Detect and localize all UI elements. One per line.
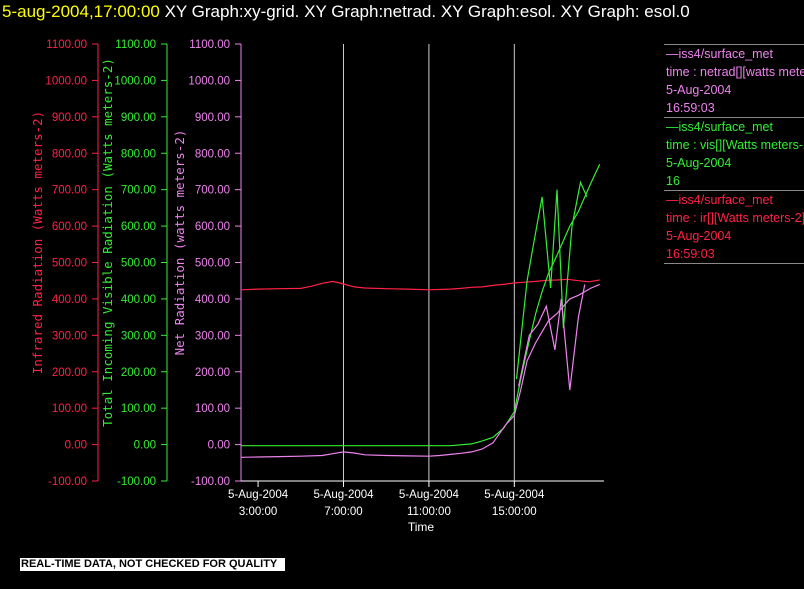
y-tick-label: 0.00 [134, 440, 156, 452]
series-vis [241, 163, 601, 447]
y-tick-label: 200.00 [52, 367, 87, 379]
y-tick-label: 800.00 [121, 148, 156, 160]
legend-date: 5-Aug-2004 [666, 229, 732, 243]
x-tick-time: 7:00:00 [324, 506, 362, 518]
legend-date: 5-Aug-2004 [666, 156, 732, 170]
y-tick-label: 700.00 [52, 185, 87, 197]
x-tick-time: 3:00:00 [239, 506, 277, 518]
y-tick-label: 1000.00 [45, 75, 87, 87]
legend-time: 16 [666, 174, 680, 188]
y-axis-label: Infrared Radiation (Watts meters-2) [30, 111, 45, 374]
legend-name: —iss4/surface_met [666, 120, 773, 134]
legend-desc: time : vis[][Watts meters-2] [666, 138, 804, 152]
legend-desc: time : ir[][Watts meters-2] [666, 211, 804, 225]
y-tick-label: 500.00 [195, 258, 230, 270]
y-tick-label: 900.00 [195, 112, 230, 124]
x-axis-label: Time [408, 520, 435, 534]
y-tick-label: 700.00 [121, 185, 156, 197]
y-tick-label: 800.00 [195, 148, 230, 160]
chart-title: 5-aug-2004,17:00:00 XY Graph:xy-grid. XY… [2, 2, 792, 22]
legend-desc: time : netrad[][watts meters-2] [666, 65, 804, 79]
x-tick-date: 5-Aug-2004 [228, 489, 289, 501]
legend-divider [664, 263, 804, 264]
y-tick-label: 900.00 [121, 112, 156, 124]
x-tick-date: 5-Aug-2004 [484, 489, 545, 501]
series-vis-spikes [515, 180, 588, 380]
y-tick-label: -100.00 [191, 476, 230, 488]
y-tick-label: 1100.00 [189, 39, 230, 51]
x-tick-date: 5-Aug-2004 [313, 489, 374, 501]
y-tick-label: 600.00 [195, 221, 230, 233]
series-netrad [240, 283, 600, 458]
legend-time: 16:59:03 [666, 247, 715, 261]
legend-time: 16:59:03 [666, 101, 715, 115]
y-tick-label: 700.00 [195, 185, 230, 197]
y-tick-label: 100.00 [121, 403, 156, 415]
y-tick-label: 800.00 [52, 148, 87, 160]
y-tick-label: 100.00 [195, 403, 230, 415]
y-tick-label: 400.00 [52, 294, 87, 306]
y-tick-label: -100.00 [117, 476, 156, 488]
legend-date: 5-Aug-2004 [666, 83, 732, 97]
legend-name: —iss4/surface_met [666, 193, 773, 207]
legend-name: —iss4/surface_met [666, 47, 773, 61]
y-tick-label: 400.00 [121, 294, 156, 306]
y-tick-label: 900.00 [52, 112, 87, 124]
y-tick-label: 0.00 [208, 440, 230, 452]
timestamp: 5-aug-2004,17:00:00 [2, 2, 160, 21]
y-tick-label: 600.00 [52, 221, 87, 233]
y-tick-label: 1100.00 [46, 39, 87, 51]
y-tick-label: 400.00 [195, 294, 230, 306]
y-tick-label: 200.00 [195, 367, 230, 379]
y-tick-label: 0.00 [65, 440, 87, 452]
y-tick-label: 1000.00 [114, 75, 156, 87]
y-tick-label: 300.00 [195, 330, 230, 342]
graph-list: XY Graph:xy-grid. XY Graph:netrad. XY Gr… [159, 2, 690, 21]
y-axis-label: Total Incoming Visible Radiation (Watts … [100, 58, 115, 427]
y-axis-label: Net Radiation (watts meters-2) [172, 130, 187, 356]
series-netrad-spikes [518, 284, 586, 391]
x-tick-date: 5-Aug-2004 [399, 489, 460, 501]
y-tick-label: 500.00 [52, 258, 87, 270]
y-tick-label: 1100.00 [115, 39, 156, 51]
y-tick-label: 300.00 [121, 330, 156, 342]
y-tick-label: 300.00 [52, 330, 87, 342]
x-tick-time: 15:00:00 [492, 506, 537, 518]
y-tick-label: 1000.00 [188, 75, 230, 87]
y-tick-label: -100.00 [48, 476, 87, 488]
y-tick-label: 500.00 [121, 258, 156, 270]
y-tick-label: 200.00 [121, 367, 156, 379]
quality-notice: REAL-TIME DATA, NOT CHECKED FOR QUALITY [20, 558, 286, 571]
x-tick-time: 11:00:00 [407, 506, 451, 518]
y-tick-label: 100.00 [52, 403, 87, 415]
y-tick-label: 600.00 [121, 221, 156, 233]
